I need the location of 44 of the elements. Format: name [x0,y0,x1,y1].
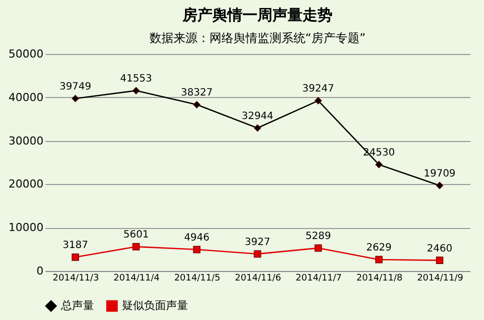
data-label: 3187 [62,240,88,252]
point [375,160,383,168]
point [436,182,444,190]
data-label: 38327 [180,88,213,99]
y-tick-label: 50000 [8,48,44,60]
point [436,256,444,264]
legend-label: 疑似负面声量 [122,299,188,312]
data-label: 3927 [244,236,270,248]
y-tick-label: 40000 [8,90,44,104]
data-label: 19709 [424,168,456,180]
chart-subtitle: 数据来源：网络舆情监测系统“房产专题” [149,31,366,45]
x-tick-label: 2014/11/5 [174,274,220,284]
point [314,97,322,104]
x-tick-label: 2014/11/6 [234,274,282,284]
point [193,101,200,108]
point [132,243,140,250]
point [72,254,80,261]
x-tick-label: 2014/11/3 [52,274,99,284]
point [254,250,262,258]
y-tick-label: 10000 [8,221,44,234]
x-tick-label: 2014/11/7 [296,274,342,284]
data-label: 39749 [59,81,92,92]
x-tick-label: 2014/11/8 [356,274,403,284]
y-tick-label: 0 [36,264,44,278]
point [132,87,140,94]
data-label: 39247 [302,84,334,95]
data-label: 41553 [120,74,152,85]
data-label: 2460 [426,243,452,254]
x-tick-label: 2014/11/4 [113,274,160,284]
data-label: 4946 [184,232,210,244]
data-label: 5601 [123,230,149,241]
point [254,124,262,132]
point [314,244,322,252]
point [375,256,383,264]
data-label: 32944 [242,111,274,122]
point [72,94,80,102]
x-tick-label: 2014/11/9 [417,274,464,284]
data-label: 2629 [366,242,392,254]
chart-title: 房产舆情一周声量走势 [182,6,332,24]
data-label: 5289 [305,231,331,242]
point [193,246,200,254]
legend-label: 总声量 [60,299,94,312]
y-tick-label: 30000 [8,134,44,148]
y-tick-label: 20000 [8,178,44,191]
